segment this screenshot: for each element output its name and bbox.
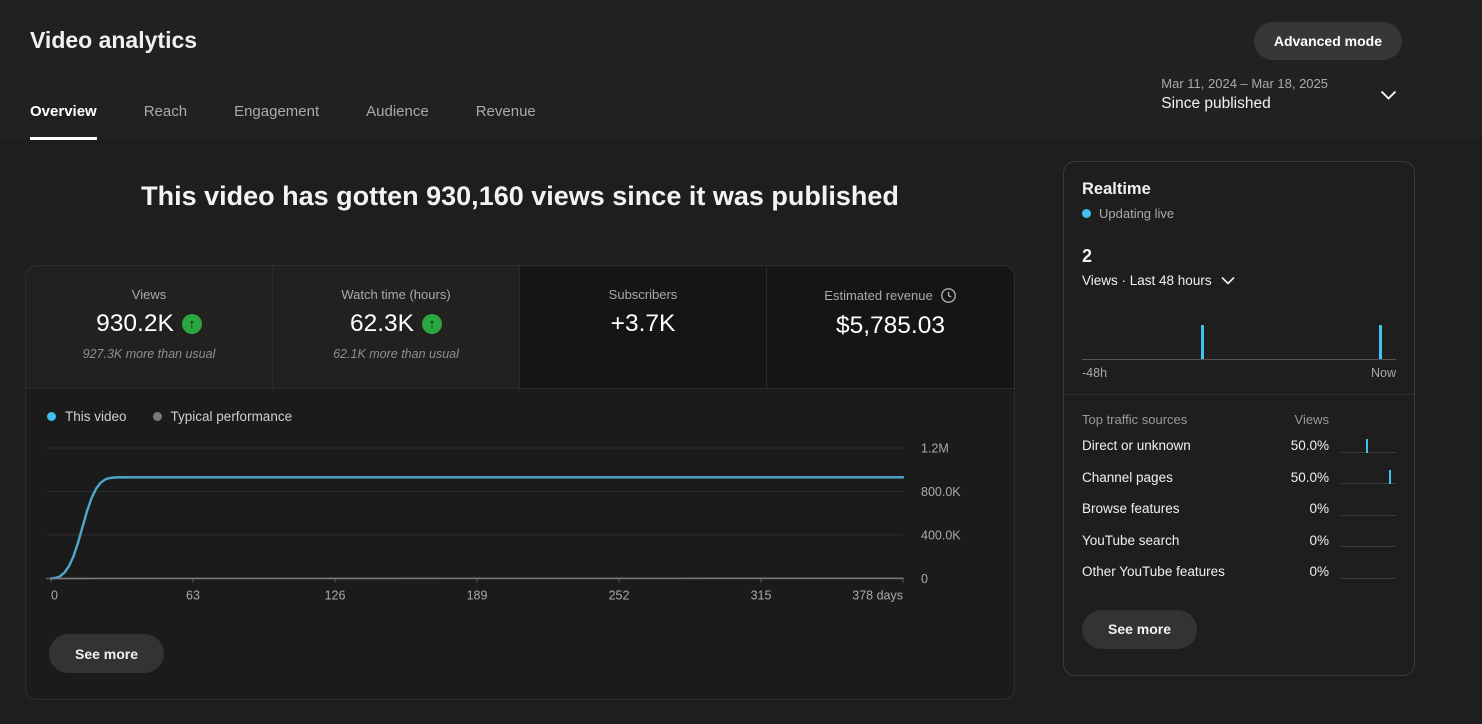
- traffic-source-views: 50.0%: [1290, 469, 1329, 485]
- tab-revenue[interactable]: Revenue: [475, 103, 536, 120]
- legend-label: Typical performance: [170, 409, 293, 424]
- traffic-sparkline: [1341, 469, 1396, 485]
- traffic-source-views: 0%: [1309, 501, 1329, 517]
- traffic-sparkline: [1341, 564, 1396, 580]
- traffic-header-views: Views: [1294, 411, 1329, 427]
- tab-engagement[interactable]: Engagement: [234, 103, 320, 120]
- date-range-selector[interactable]: Mar 11, 2024 – Mar 18, 2025 Since publis…: [1161, 76, 1397, 113]
- traffic-sparkline: [1341, 501, 1396, 517]
- trend-up-icon: ↑: [181, 314, 202, 334]
- traffic-source-row: YouTube search 0%: [1082, 525, 1396, 557]
- legend-dot-icon: [152, 412, 162, 421]
- header: Video analytics Advanced mode Mar 11, 20…: [0, 0, 1482, 141]
- metric-value: $5,785.03: [836, 312, 945, 339]
- traffic-source-row: Direct or unknown 50.0%: [1082, 430, 1396, 462]
- live-dot-icon: [1082, 209, 1091, 218]
- traffic-source-label: Other YouTube features: [1082, 564, 1225, 580]
- metric-card[interactable]: Estimated revenue $5,785.03: [767, 266, 1014, 388]
- views-line-chart: 0 400.0K 800.0K 1.2M 0 63 126 189 252 315 378 days: [46, 442, 961, 603]
- traffic-source-views: 0%: [1309, 564, 1329, 580]
- updating-live-label: Updating live: [1099, 206, 1175, 221]
- realtime-see-more-button[interactable]: See more: [1082, 609, 1198, 649]
- tab-reach[interactable]: Reach: [143, 103, 188, 120]
- metric-note: 62.1K more than usual: [333, 347, 459, 361]
- realtime-panel: Realtime Updating live 2 Views · Last 48…: [1063, 161, 1415, 676]
- metric-value: +3.7K: [610, 310, 676, 337]
- traffic-source-row: Browse features 0%: [1082, 493, 1396, 525]
- top-traffic-sources: Top traffic sources Views Direct or unkn…: [1082, 408, 1396, 588]
- realtime-axis-left: -48h: [1082, 366, 1108, 380]
- updating-live-status: Updating live: [1082, 206, 1396, 221]
- svg-text:400.0K: 400.0K: [921, 529, 961, 543]
- realtime-axis: -48h Now: [1082, 366, 1396, 380]
- svg-text:63: 63: [186, 589, 200, 603]
- chevron-down-icon: [1221, 276, 1235, 285]
- svg-text:189: 189: [467, 589, 488, 603]
- realtime-title: Realtime: [1082, 180, 1151, 198]
- realtime-bar: [1201, 325, 1205, 359]
- panel-divider: [1064, 394, 1414, 395]
- metric-value: 62.3K ↑: [273, 310, 519, 338]
- metric-label: Views: [131, 287, 167, 302]
- chart-legend: This video Typical performance: [47, 409, 1014, 424]
- metric-label: Subscribers: [608, 287, 678, 302]
- svg-text:315: 315: [751, 589, 772, 603]
- metric-value: 930.2K ↑: [26, 310, 272, 338]
- tab-audience[interactable]: Audience: [366, 103, 429, 120]
- realtime-axis-right: Now: [1370, 366, 1396, 380]
- realtime-metric-label: Views · Last 48 hours: [1082, 273, 1212, 288]
- traffic-source-label: YouTube search: [1082, 532, 1180, 548]
- clock-icon: [940, 288, 956, 303]
- legend-item: This video: [47, 409, 127, 424]
- metric-strip: Views 930.2K ↑ 927.3K more than usual Wat…: [26, 266, 1014, 389]
- svg-text:0: 0: [921, 572, 928, 586]
- metric-label: Estimated revenue: [767, 287, 1014, 304]
- trend-up-icon: ↑: [422, 314, 443, 334]
- realtime-count: 2: [1082, 246, 1093, 266]
- date-preset-text: Since published: [1161, 95, 1271, 112]
- traffic-sparkline: [1341, 532, 1396, 548]
- legend-dot-icon: [47, 412, 56, 421]
- metric-card[interactable]: Subscribers +3.7K: [520, 266, 767, 388]
- svg-text:378 days: 378 days: [852, 589, 903, 603]
- advanced-mode-button[interactable]: Advanced mode: [1253, 22, 1402, 60]
- tab-overview[interactable]: Overview: [30, 103, 97, 140]
- date-range-text: Mar 11, 2024 – Mar 18, 2025: [1161, 76, 1328, 91]
- metric-card[interactable]: Views 930.2K ↑ 927.3K more than usual: [26, 266, 273, 388]
- page-title: Video analytics: [30, 27, 198, 53]
- sparkline-tick-icon: [1389, 470, 1392, 485]
- views-headline: This video has gotten 930,160 views sinc…: [141, 181, 899, 211]
- traffic-table-header: Top traffic sources Views: [1082, 408, 1396, 430]
- traffic-header-source: Top traffic sources: [1082, 411, 1188, 427]
- metric-note: 927.3K more than usual: [82, 347, 216, 361]
- realtime-metric-selector[interactable]: Views · Last 48 hours: [1082, 273, 1396, 288]
- traffic-source-views: 0%: [1309, 532, 1329, 548]
- metric-label: Watch time (hours): [341, 287, 451, 302]
- traffic-source-views: 50.0%: [1290, 438, 1329, 454]
- see-more-button[interactable]: See more: [49, 634, 165, 673]
- traffic-source-label: Direct or unknown: [1082, 438, 1191, 454]
- svg-text:1.2M: 1.2M: [921, 442, 949, 456]
- traffic-source-label: Channel pages: [1082, 469, 1173, 485]
- traffic-source-label: Browse features: [1082, 501, 1180, 517]
- svg-text:800.0K: 800.0K: [921, 485, 961, 499]
- realtime-bar: [1378, 325, 1382, 359]
- traffic-source-row: Other YouTube features 0%: [1082, 556, 1396, 588]
- realtime-bar-chart: [1082, 312, 1396, 360]
- chevron-down-icon: [1380, 90, 1397, 100]
- analytics-tabs: Overview Reach Engagement Audience Revenue: [30, 103, 583, 140]
- svg-text:252: 252: [609, 589, 630, 603]
- sparkline-tick-icon: [1365, 438, 1368, 453]
- metric-card[interactable]: Watch time (hours) 62.3K ↑ 62.1K more tha…: [273, 266, 520, 388]
- legend-item: Typical performance: [152, 409, 293, 424]
- svg-text:0: 0: [51, 589, 58, 603]
- legend-label: This video: [65, 409, 127, 424]
- traffic-source-row: Channel pages 50.0%: [1082, 462, 1396, 494]
- svg-text:126: 126: [325, 589, 346, 603]
- key-metrics-card: Views 930.2K ↑ 927.3K more than usual Wat…: [25, 265, 1015, 700]
- traffic-sparkline: [1341, 438, 1396, 454]
